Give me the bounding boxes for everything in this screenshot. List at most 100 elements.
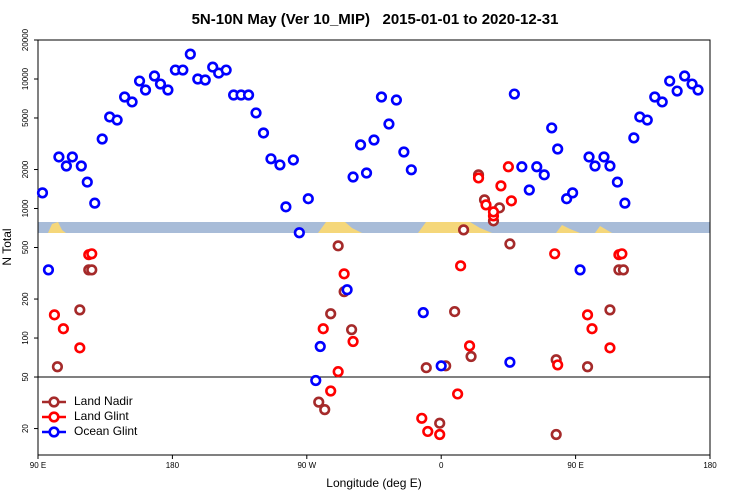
legend-marker bbox=[48, 411, 60, 423]
point bbox=[325, 308, 337, 320]
x-axis-label: Longitude (deg E) bbox=[326, 476, 421, 490]
point bbox=[346, 324, 358, 336]
point bbox=[455, 260, 467, 272]
point bbox=[51, 361, 64, 373]
x-tick-label: 90 E bbox=[30, 461, 46, 470]
point bbox=[332, 240, 344, 252]
point bbox=[463, 340, 476, 352]
point bbox=[42, 264, 55, 276]
point bbox=[177, 64, 189, 76]
point bbox=[325, 385, 337, 397]
point bbox=[616, 248, 628, 260]
point bbox=[139, 84, 152, 96]
point bbox=[531, 161, 543, 173]
legend-marker bbox=[48, 426, 60, 438]
map-strip bbox=[38, 222, 710, 233]
point bbox=[508, 88, 520, 100]
point bbox=[184, 48, 196, 60]
point bbox=[242, 89, 255, 101]
point bbox=[567, 187, 579, 199]
point bbox=[148, 70, 161, 82]
point bbox=[504, 238, 516, 250]
point bbox=[664, 75, 676, 87]
point bbox=[589, 160, 601, 172]
point bbox=[274, 159, 286, 171]
point bbox=[449, 305, 461, 318]
point bbox=[347, 335, 359, 348]
y-tick-label: 5000 bbox=[21, 109, 30, 127]
point bbox=[549, 248, 561, 260]
point bbox=[552, 359, 564, 371]
y-tick-label: 100 bbox=[21, 331, 30, 345]
point bbox=[96, 133, 108, 145]
point bbox=[671, 85, 683, 97]
y-tick-label: 500 bbox=[21, 240, 30, 254]
y-tick-label: 20000 bbox=[21, 28, 30, 51]
point bbox=[581, 361, 594, 373]
point bbox=[405, 164, 417, 176]
point bbox=[280, 201, 292, 213]
point bbox=[74, 304, 86, 316]
legend-marker bbox=[48, 396, 60, 408]
point bbox=[617, 264, 629, 276]
point bbox=[390, 94, 403, 106]
point bbox=[310, 374, 322, 387]
point bbox=[36, 187, 49, 199]
point bbox=[220, 64, 232, 76]
point bbox=[119, 91, 131, 103]
ocean-strip bbox=[38, 222, 710, 233]
legend-label: Land Nadir bbox=[74, 394, 133, 408]
x-tick-label: 180 bbox=[166, 461, 180, 470]
point bbox=[656, 96, 668, 108]
point bbox=[604, 160, 616, 172]
point bbox=[126, 96, 138, 108]
point bbox=[465, 350, 477, 363]
point bbox=[81, 176, 93, 188]
point bbox=[523, 184, 535, 196]
y-axis-label: N Total bbox=[0, 228, 14, 265]
point bbox=[265, 153, 277, 165]
point bbox=[162, 84, 174, 96]
point bbox=[319, 404, 331, 416]
point bbox=[679, 70, 691, 82]
point bbox=[257, 127, 270, 139]
point bbox=[53, 151, 65, 163]
point bbox=[581, 309, 594, 321]
point bbox=[74, 342, 86, 354]
point bbox=[347, 171, 359, 183]
y-tick-label: 50 bbox=[21, 372, 30, 381]
point bbox=[154, 78, 167, 90]
point bbox=[133, 75, 146, 87]
point bbox=[86, 264, 98, 276]
x-tick-label: 0 bbox=[439, 461, 444, 470]
point bbox=[502, 161, 515, 173]
point bbox=[538, 169, 550, 181]
point bbox=[89, 197, 101, 209]
point bbox=[313, 396, 325, 408]
point bbox=[516, 161, 528, 173]
point bbox=[458, 224, 470, 236]
chart-title: 5N-10N May (Ver 10_MIP) 2015-01-01 to 20… bbox=[192, 11, 559, 28]
point bbox=[586, 323, 598, 335]
point bbox=[434, 428, 446, 441]
point bbox=[287, 154, 299, 166]
point bbox=[416, 412, 428, 424]
point bbox=[86, 248, 98, 260]
point bbox=[692, 84, 704, 96]
point bbox=[641, 114, 653, 126]
point bbox=[368, 134, 380, 146]
point bbox=[505, 195, 517, 207]
point bbox=[495, 180, 507, 192]
point bbox=[314, 340, 326, 353]
point bbox=[48, 309, 61, 321]
point bbox=[480, 199, 492, 211]
point bbox=[550, 428, 562, 441]
y-tick-label: 2000 bbox=[21, 160, 30, 178]
point bbox=[199, 74, 211, 86]
point bbox=[75, 160, 87, 172]
point bbox=[504, 356, 516, 368]
point bbox=[611, 176, 624, 188]
point bbox=[398, 146, 410, 158]
point bbox=[546, 122, 558, 134]
point bbox=[417, 307, 429, 319]
